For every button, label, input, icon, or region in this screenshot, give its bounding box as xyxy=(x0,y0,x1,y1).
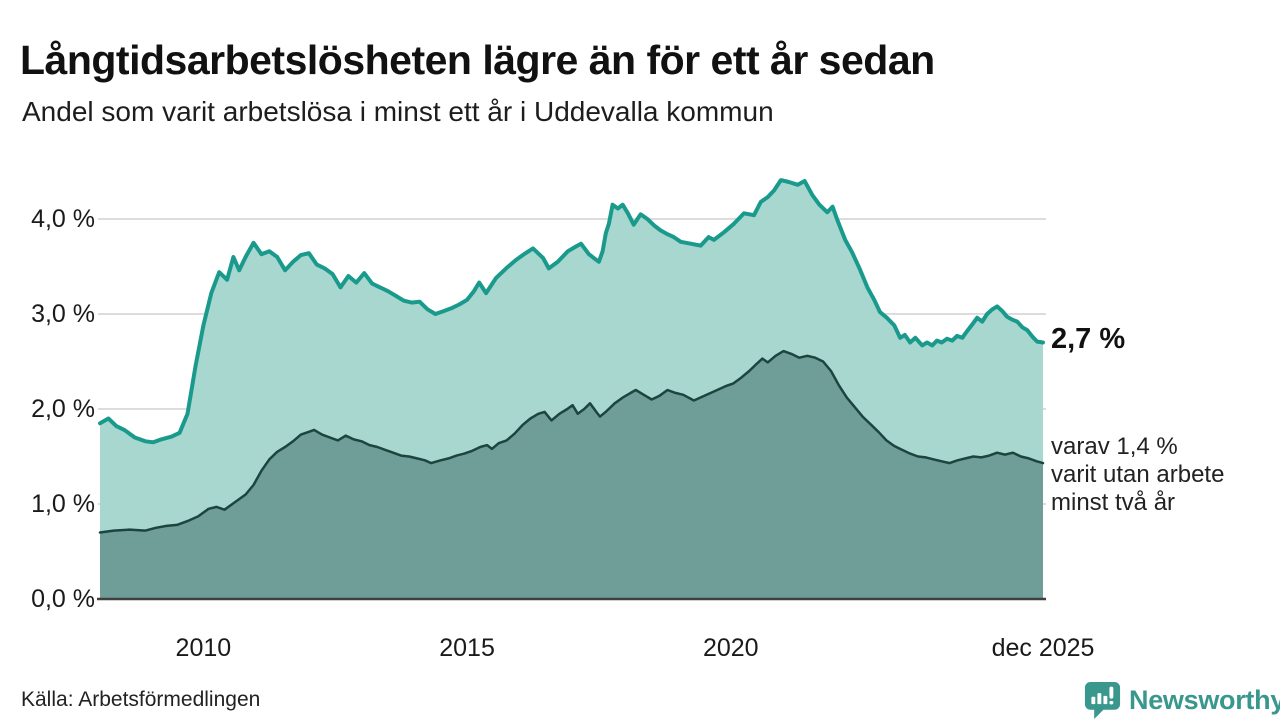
end-value-label-one-year: 2,7 % xyxy=(1051,323,1126,355)
annotation-line: varav 1,4 % xyxy=(1051,433,1178,460)
series-line-two-years xyxy=(98,349,1045,534)
x-axis-tick-label: 2010 xyxy=(175,634,232,662)
brand-logo: Newsworthy xyxy=(1084,681,1280,719)
series-area-two-years xyxy=(100,351,1043,599)
y-axis-tick-label: 0,0 % xyxy=(31,585,95,613)
newsworthy-bar-chart-bubble-icon xyxy=(1084,681,1121,719)
y-axis-tick-label: 4,0 % xyxy=(31,205,95,233)
end-value-label-two-years: varav 1,4 % varit utan arbete minst två … xyxy=(1051,433,1224,517)
source-note: Källa: Arbetsförmedlingen xyxy=(21,688,261,711)
chart-title: Långtidsarbetslösheten lägre än för ett … xyxy=(20,37,935,84)
series-line-one-year xyxy=(98,178,1045,445)
chart-subtitle: Andel som varit arbetslösa i minst ett å… xyxy=(22,96,774,127)
brand-name: Newsworthy xyxy=(1129,684,1280,715)
y-axis-tick-label: 3,0 % xyxy=(31,300,95,328)
annotation-line: minst två år xyxy=(1051,489,1176,516)
y-axis-tick-label: 1,0 % xyxy=(31,490,95,518)
x-axis-tick-label: 2015 xyxy=(439,634,495,662)
x-axis-tick-label: dec 2025 xyxy=(991,634,1095,662)
y-axis-tick-label: 2,0 % xyxy=(31,395,95,423)
annotation-line: varit utan arbete xyxy=(1051,461,1225,488)
x-axis-tick-label: 2020 xyxy=(702,634,759,662)
